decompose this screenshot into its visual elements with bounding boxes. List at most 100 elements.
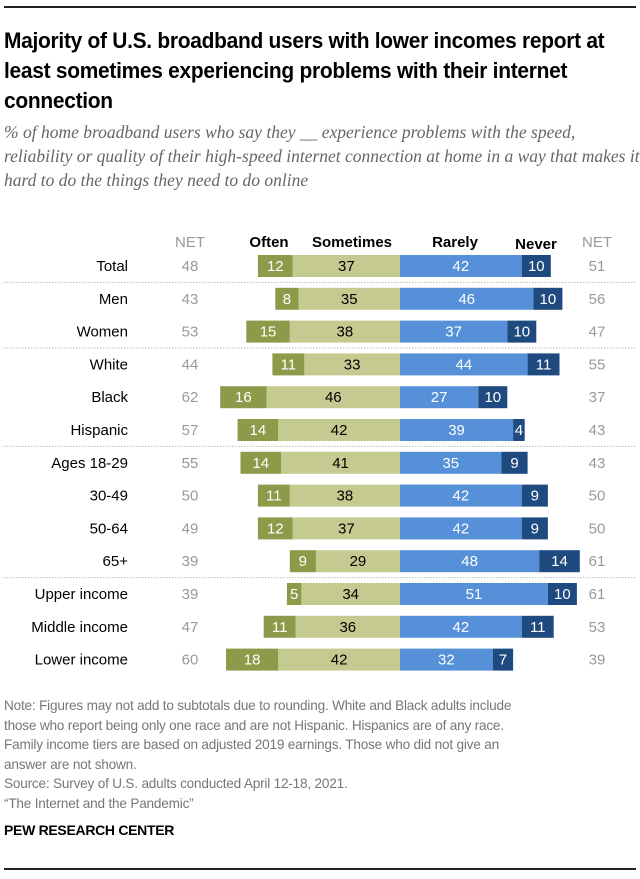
bar-often	[272, 353, 305, 376]
bar-often	[240, 451, 282, 474]
category-label: 65+	[103, 553, 129, 570]
label-never: 14	[551, 553, 568, 570]
bar-often	[257, 517, 293, 540]
bar-rarely	[400, 255, 522, 277]
label-rarely: 46	[458, 291, 475, 308]
label-often: 12	[267, 520, 284, 537]
label-often: 5	[290, 586, 298, 603]
net-right-value: 56	[589, 291, 606, 308]
category-label: Upper income	[35, 586, 128, 603]
net-right-value: 51	[589, 258, 606, 275]
bar-sometimes	[266, 386, 400, 409]
label-never: 10	[540, 291, 557, 308]
label-often: 11	[266, 488, 282, 505]
bar-never	[478, 386, 508, 409]
bar-never	[539, 550, 580, 573]
net-right-value: 37	[589, 389, 606, 406]
category-label: White	[90, 356, 128, 373]
org-name: PEW RESEARCH CENTER	[4, 822, 175, 838]
bar-never	[533, 287, 563, 310]
bar-sometimes	[278, 419, 400, 441]
label-rarely: 32	[438, 652, 455, 669]
header-often: Often	[249, 234, 288, 251]
bar-never	[513, 419, 525, 441]
header-sometimes: Sometimes	[312, 234, 392, 251]
label-never: 9	[531, 488, 539, 505]
header-net-left: NET	[175, 234, 205, 251]
label-rarely: 35	[442, 455, 459, 472]
category-label: 30-49	[90, 488, 128, 505]
bar-sometimes	[292, 517, 400, 540]
label-never: 4	[515, 422, 523, 439]
label-often: 11	[272, 619, 288, 636]
net-left-value: 50	[182, 488, 199, 505]
label-rarely: 51	[466, 586, 483, 603]
label-sometimes: 37	[338, 258, 355, 275]
label-sometimes: 35	[341, 291, 358, 308]
bar-often	[220, 386, 267, 409]
label-often: 18	[244, 652, 261, 669]
net-left-value: 43	[182, 291, 199, 308]
label-sometimes: 34	[342, 586, 359, 603]
bar-rarely	[400, 451, 502, 474]
category-label: Men	[99, 291, 128, 308]
category-label: Hispanic	[70, 422, 128, 439]
bar-often	[257, 484, 290, 507]
label-sometimes: 38	[337, 488, 354, 505]
net-left-value: 47	[182, 619, 199, 636]
net-right-value: 47	[589, 324, 606, 341]
bar-sometimes	[281, 451, 400, 474]
bar-never	[521, 517, 548, 540]
bar-rarely	[400, 517, 522, 540]
bar-never	[521, 484, 548, 507]
net-left-value: 39	[182, 553, 199, 570]
bar-rarely	[400, 648, 493, 671]
label-sometimes: 42	[331, 652, 348, 669]
label-sometimes: 29	[350, 553, 367, 570]
chart-title: Majority of U.S. broadband users with lo…	[4, 28, 605, 113]
net-left-value: 60	[182, 652, 199, 669]
net-left-value: 55	[182, 455, 199, 472]
bar-sometimes	[315, 550, 400, 573]
bar-rarely	[400, 287, 534, 310]
top-rule	[4, 6, 636, 8]
label-often: 12	[267, 258, 284, 275]
net-right-value: 50	[589, 520, 606, 537]
note-line: answer are not shown.	[4, 756, 137, 772]
bar-rarely	[400, 320, 508, 343]
label-rarely: 44	[455, 356, 472, 373]
bar-never	[507, 320, 537, 343]
label-sometimes: 37	[338, 520, 355, 537]
bottom-rule	[4, 868, 636, 870]
bar-never	[501, 451, 528, 474]
label-never: 9	[531, 520, 539, 537]
net-left-value: 53	[182, 324, 199, 341]
label-often: 9	[299, 553, 307, 570]
bar-never	[521, 615, 554, 638]
label-rarely: 27	[431, 389, 448, 406]
bar-rarely	[400, 484, 522, 507]
bar-rarely	[400, 615, 522, 638]
bar-rarely	[400, 419, 514, 441]
bar-sometimes	[304, 353, 400, 376]
net-left-value: 48	[182, 258, 199, 275]
net-right-value: 61	[589, 586, 606, 603]
label-rarely: 42	[453, 258, 470, 275]
label-often: 16	[235, 389, 252, 406]
net-right-value: 43	[589, 455, 606, 472]
chart-subtitle: % of home broadband users who say they _…	[4, 122, 640, 190]
category-label: Women	[77, 324, 128, 341]
net-left-value: 57	[182, 422, 199, 439]
bar-rarely	[400, 353, 528, 376]
bar-sometimes	[289, 320, 400, 343]
bar-often	[275, 287, 299, 310]
net-right-value: 61	[589, 553, 606, 570]
net-left-value: 62	[182, 389, 199, 406]
label-never: 10	[528, 258, 545, 275]
bar-never	[547, 583, 577, 605]
note-line: those who report being only one race and…	[4, 717, 504, 733]
category-label: 50-64	[90, 520, 128, 537]
label-rarely: 42	[453, 488, 470, 505]
bar-rarely	[400, 386, 479, 409]
note-line: Note: Figures may not add to subtotals d…	[4, 698, 512, 713]
